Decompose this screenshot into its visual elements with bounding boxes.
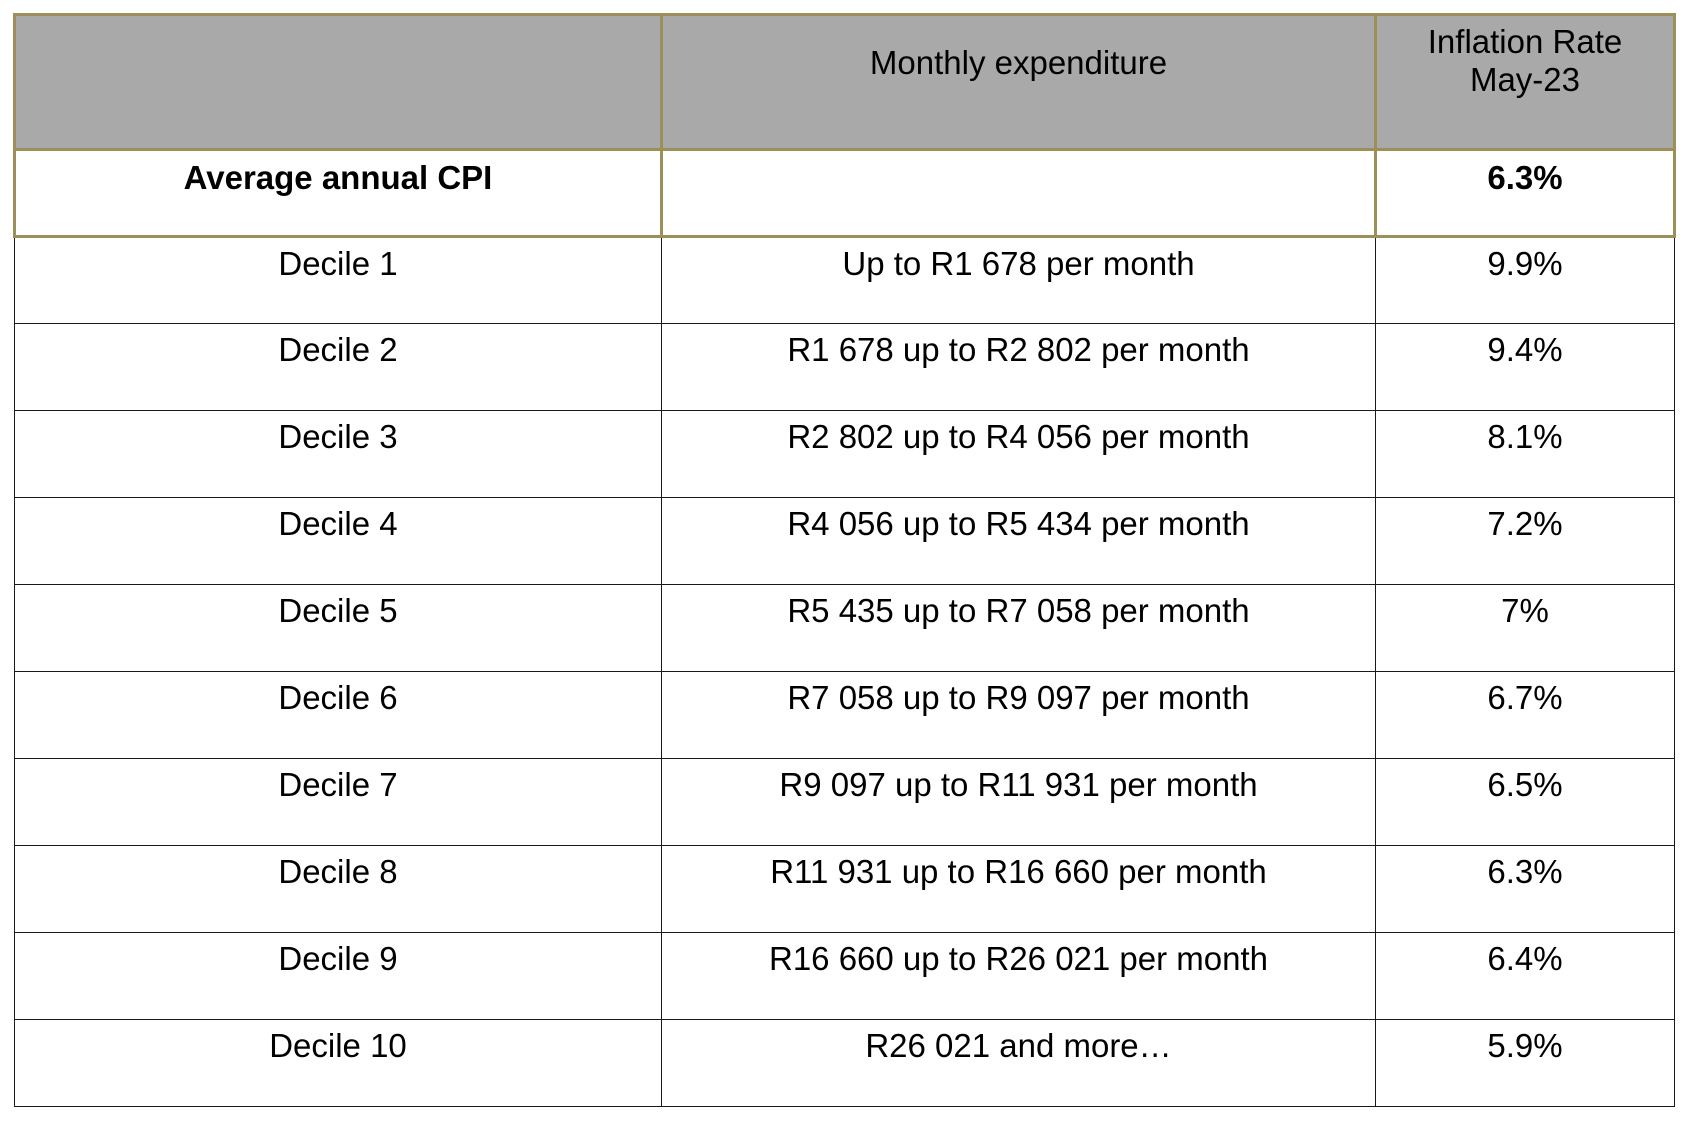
header-row: Monthly expenditure Inflation Rate May-2…: [13, 13, 1676, 151]
table-row: Decile 3 R2 802 up to R4 056 per month 8…: [14, 410, 1675, 498]
decile-expenditure: R16 660 up to R26 021 per month: [661, 932, 1376, 1020]
inflation-table-container: Monthly expenditure Inflation Rate May-2…: [13, 13, 1676, 1107]
decile-expenditure: R26 021 and more…: [661, 1019, 1376, 1107]
average-cpi-label: Average annual CPI: [13, 149, 663, 238]
table-row: Decile 1 Up to R1 678 per month 9.9%: [14, 236, 1675, 324]
decile-expenditure: R11 931 up to R16 660 per month: [661, 845, 1376, 933]
table-row: Decile 6 R7 058 up to R9 097 per month 6…: [14, 671, 1675, 759]
decile-label: Decile 1: [14, 236, 662, 324]
decile-inflation-rate: 8.1%: [1375, 410, 1675, 498]
decile-label: Decile 4: [14, 497, 662, 585]
table-row: Decile 8 R11 931 up to R16 660 per month…: [14, 845, 1675, 933]
table-row: Decile 7 R9 097 up to R11 931 per month …: [14, 758, 1675, 846]
decile-label: Decile 9: [14, 932, 662, 1020]
decile-inflation-rate: 6.5%: [1375, 758, 1675, 846]
header-inflation-rate-period: May-23: [1469, 61, 1581, 98]
average-cpi-expenditure: [660, 149, 1377, 238]
decile-label: Decile 10: [14, 1019, 662, 1107]
average-cpi-rate: 6.3%: [1374, 149, 1676, 238]
decile-inflation-rate: 6.3%: [1375, 845, 1675, 933]
decile-label: Decile 5: [14, 584, 662, 672]
header-blank-cell: [13, 13, 663, 151]
header-monthly-expenditure-label: Monthly expenditure: [869, 44, 1168, 81]
table-row: Decile 2 R1 678 up to R2 802 per month 9…: [14, 323, 1675, 411]
decile-expenditure: R9 097 up to R11 931 per month: [661, 758, 1376, 846]
decile-expenditure: R1 678 up to R2 802 per month: [661, 323, 1376, 411]
decile-inflation-rate: 9.4%: [1375, 323, 1675, 411]
decile-inflation-rate: 9.9%: [1375, 236, 1675, 324]
header-inflation-rate: Inflation Rate May-23: [1374, 13, 1676, 151]
header-inflation-rate-label: Inflation Rate: [1427, 23, 1623, 60]
decile-inflation-rate: 7.2%: [1375, 497, 1675, 585]
table-header: Monthly expenditure Inflation Rate May-2…: [13, 13, 1676, 151]
decile-label: Decile 6: [14, 671, 662, 759]
decile-label: Decile 7: [14, 758, 662, 846]
average-cpi-row: Average annual CPI 6.3%: [13, 149, 1676, 238]
table-row: Decile 5 R5 435 up to R7 058 per month 7…: [14, 584, 1675, 672]
decile-expenditure: R4 056 up to R5 434 per month: [661, 497, 1376, 585]
decile-inflation-rate: 5.9%: [1375, 1019, 1675, 1107]
table-row: Decile 10 R26 021 and more… 5.9%: [14, 1019, 1675, 1107]
decile-label: Decile 2: [14, 323, 662, 411]
table-row: Decile 4 R4 056 up to R5 434 per month 7…: [14, 497, 1675, 585]
decile-inflation-rate: 6.7%: [1375, 671, 1675, 759]
table-row: Decile 9 R16 660 up to R26 021 per month…: [14, 932, 1675, 1020]
decile-expenditure: R5 435 up to R7 058 per month: [661, 584, 1376, 672]
decile-inflation-rate: 6.4%: [1375, 932, 1675, 1020]
decile-expenditure: R7 058 up to R9 097 per month: [661, 671, 1376, 759]
header-inflation-rate-wrap: Inflation Rate May-23: [1377, 16, 1673, 99]
inflation-by-decile-table: Monthly expenditure Inflation Rate May-2…: [13, 13, 1676, 1107]
decile-label: Decile 8: [14, 845, 662, 933]
table-body: Average annual CPI 6.3% Decile 1 Up to R…: [13, 149, 1676, 1107]
header-monthly-expenditure: Monthly expenditure: [660, 13, 1377, 151]
decile-expenditure: R2 802 up to R4 056 per month: [661, 410, 1376, 498]
decile-inflation-rate: 7%: [1375, 584, 1675, 672]
decile-label: Decile 3: [14, 410, 662, 498]
decile-expenditure: Up to R1 678 per month: [661, 236, 1376, 324]
